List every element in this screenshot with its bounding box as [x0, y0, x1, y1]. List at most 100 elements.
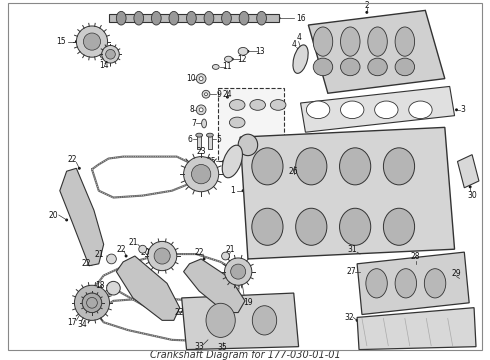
- Ellipse shape: [341, 27, 360, 56]
- Text: 11: 11: [222, 62, 231, 71]
- Ellipse shape: [151, 12, 161, 25]
- Text: 3: 3: [460, 105, 465, 114]
- Circle shape: [226, 96, 229, 99]
- Text: 7: 7: [191, 119, 196, 128]
- Polygon shape: [300, 86, 455, 132]
- Text: 16: 16: [296, 14, 305, 23]
- Text: 20: 20: [48, 211, 58, 220]
- Ellipse shape: [293, 45, 308, 73]
- Text: 21: 21: [128, 238, 138, 247]
- Circle shape: [242, 189, 245, 192]
- Polygon shape: [184, 259, 245, 312]
- Polygon shape: [357, 308, 476, 350]
- Circle shape: [147, 242, 177, 271]
- Circle shape: [106, 49, 115, 59]
- Ellipse shape: [340, 148, 371, 185]
- Text: 34: 34: [77, 320, 87, 329]
- Circle shape: [87, 297, 98, 308]
- Ellipse shape: [221, 12, 231, 25]
- Circle shape: [299, 46, 302, 49]
- Ellipse shape: [224, 56, 232, 62]
- Circle shape: [202, 257, 205, 260]
- Ellipse shape: [107, 254, 116, 264]
- Ellipse shape: [116, 12, 126, 25]
- Text: 4: 4: [291, 40, 296, 49]
- Polygon shape: [116, 256, 180, 320]
- Ellipse shape: [424, 269, 446, 298]
- Circle shape: [455, 108, 458, 111]
- Ellipse shape: [295, 148, 327, 185]
- Text: 2: 2: [365, 1, 369, 10]
- Circle shape: [93, 316, 96, 319]
- Bar: [208, 135, 212, 149]
- Text: 26: 26: [289, 167, 298, 176]
- Ellipse shape: [270, 100, 286, 110]
- Circle shape: [356, 319, 359, 322]
- Text: 18: 18: [95, 281, 104, 290]
- Text: 22: 22: [81, 259, 91, 268]
- Ellipse shape: [409, 101, 432, 118]
- Ellipse shape: [252, 208, 283, 245]
- Ellipse shape: [187, 12, 196, 25]
- Circle shape: [82, 293, 102, 312]
- Ellipse shape: [295, 208, 327, 245]
- Text: 21: 21: [94, 249, 103, 258]
- Ellipse shape: [366, 269, 387, 298]
- Circle shape: [241, 282, 244, 285]
- Text: 17: 17: [68, 318, 77, 327]
- Circle shape: [297, 48, 300, 51]
- Ellipse shape: [313, 58, 333, 76]
- Circle shape: [192, 165, 211, 184]
- Ellipse shape: [383, 208, 415, 245]
- Ellipse shape: [252, 148, 283, 185]
- Text: 35: 35: [218, 343, 227, 352]
- Circle shape: [76, 26, 108, 57]
- Bar: [109, 14, 279, 22]
- Text: 12: 12: [237, 55, 247, 64]
- Ellipse shape: [340, 208, 371, 245]
- Text: 25: 25: [206, 157, 216, 166]
- Circle shape: [124, 255, 127, 257]
- Ellipse shape: [206, 303, 235, 337]
- Ellipse shape: [238, 134, 258, 156]
- Text: 32: 32: [344, 313, 354, 322]
- Polygon shape: [458, 155, 479, 188]
- Ellipse shape: [204, 12, 214, 25]
- Text: 6: 6: [187, 135, 192, 144]
- Circle shape: [231, 58, 234, 60]
- Polygon shape: [182, 293, 298, 350]
- Ellipse shape: [341, 101, 364, 118]
- Text: 15: 15: [56, 37, 66, 46]
- Text: 14: 14: [99, 62, 108, 71]
- Circle shape: [278, 17, 281, 20]
- Text: 23: 23: [196, 147, 206, 156]
- Text: 10: 10: [187, 74, 196, 83]
- Text: 28: 28: [411, 252, 420, 261]
- Circle shape: [469, 185, 471, 188]
- Circle shape: [153, 253, 156, 256]
- Text: 22: 22: [175, 308, 184, 317]
- Text: 30: 30: [467, 191, 477, 200]
- Circle shape: [458, 277, 461, 280]
- Ellipse shape: [375, 101, 398, 118]
- Circle shape: [65, 219, 68, 221]
- Text: 13: 13: [255, 47, 265, 56]
- Circle shape: [414, 262, 417, 265]
- Circle shape: [196, 74, 206, 84]
- Ellipse shape: [395, 269, 416, 298]
- Text: 21: 21: [225, 245, 235, 254]
- Ellipse shape: [368, 27, 387, 56]
- Ellipse shape: [252, 306, 277, 335]
- Circle shape: [231, 264, 245, 279]
- Ellipse shape: [229, 100, 245, 110]
- Circle shape: [366, 11, 368, 14]
- Text: 19: 19: [243, 298, 253, 307]
- Circle shape: [74, 285, 110, 320]
- Ellipse shape: [196, 133, 202, 137]
- Circle shape: [75, 40, 78, 43]
- Circle shape: [292, 165, 295, 168]
- Text: 27: 27: [346, 267, 356, 276]
- Circle shape: [206, 338, 209, 341]
- Ellipse shape: [222, 145, 243, 178]
- Text: 20: 20: [141, 248, 150, 257]
